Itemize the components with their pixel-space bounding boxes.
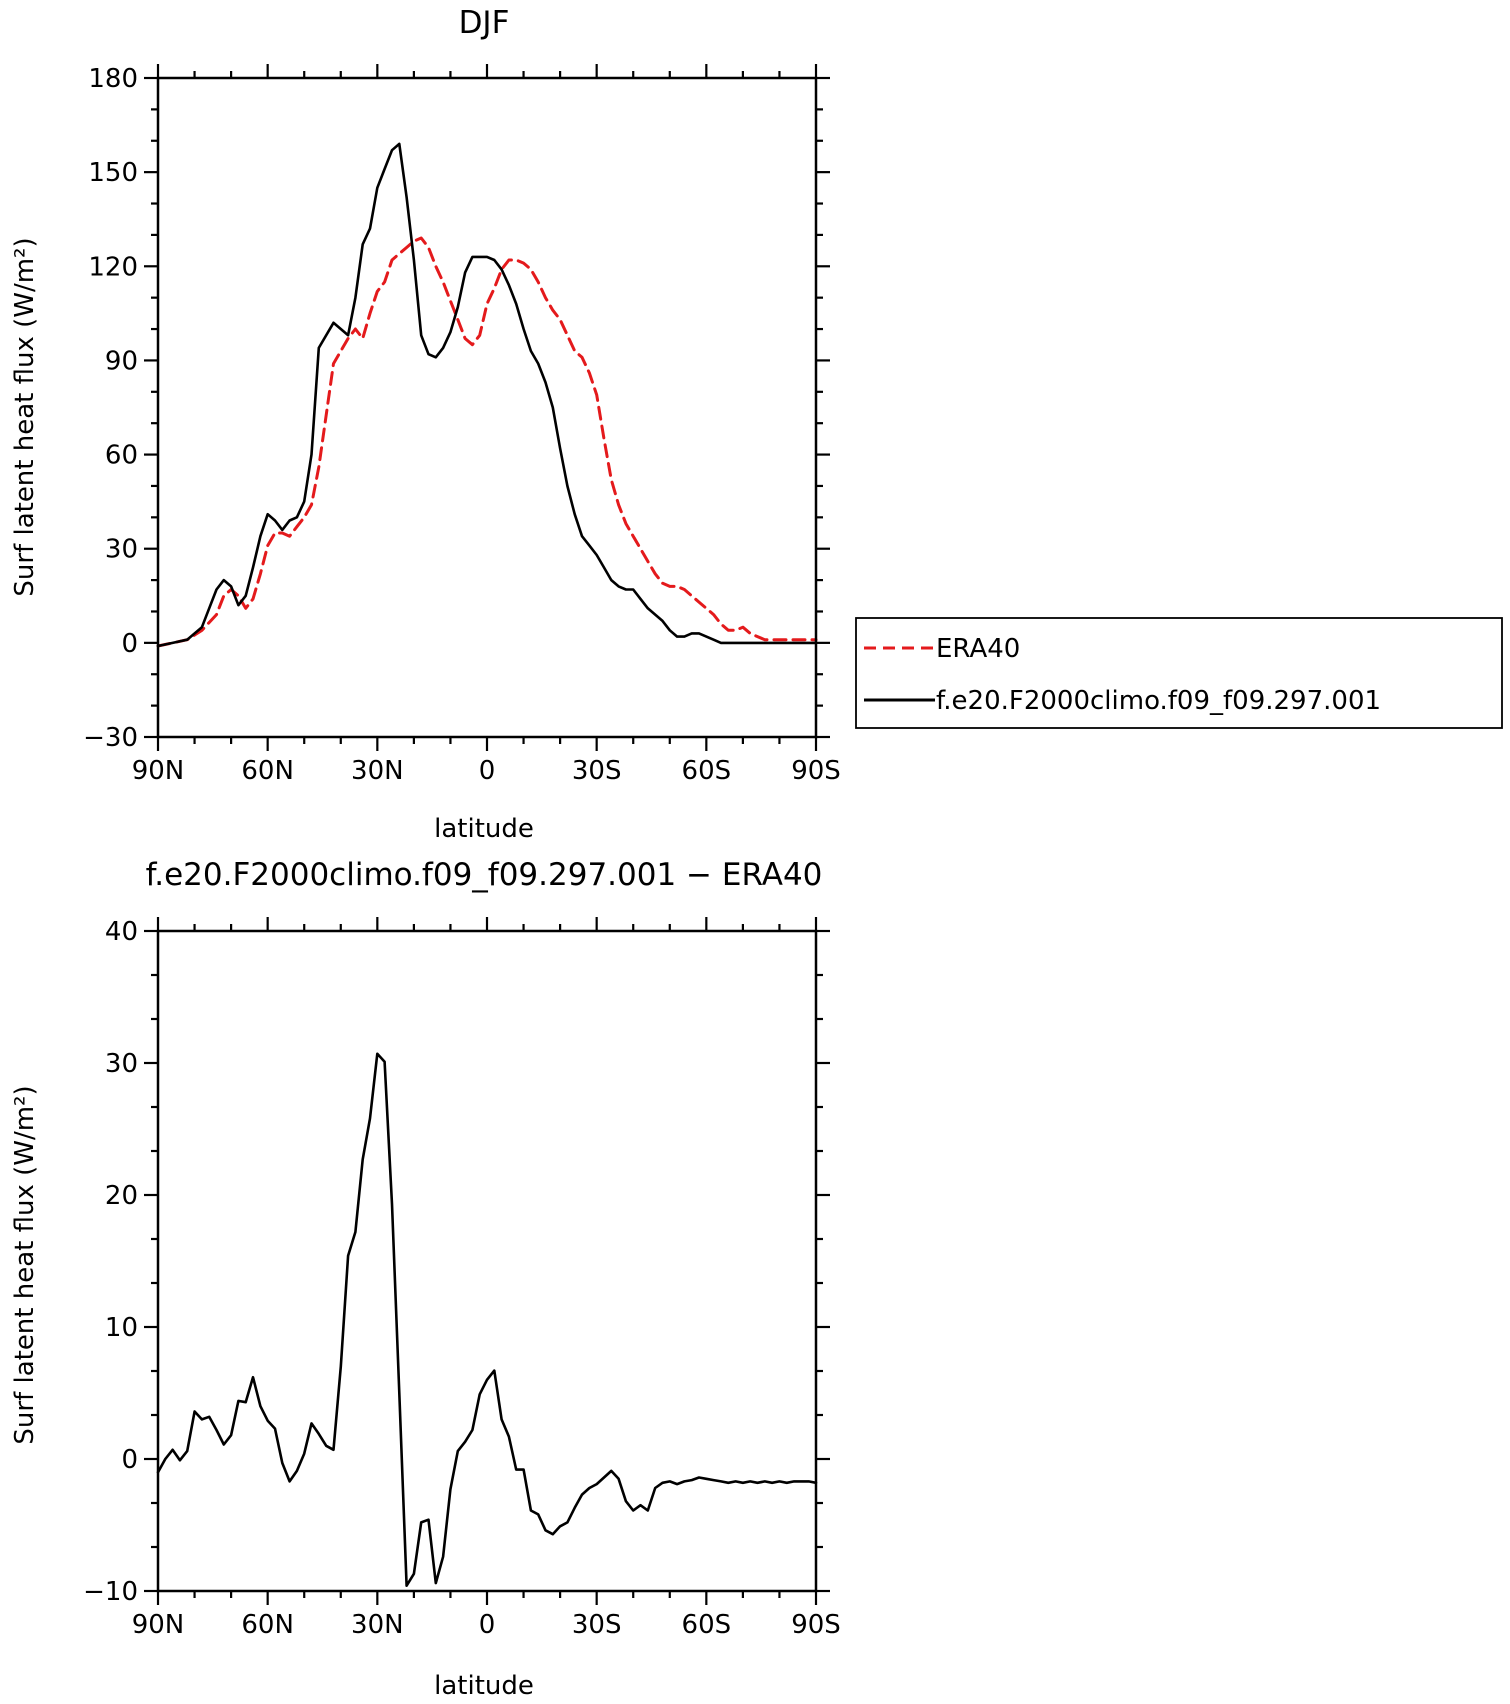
x-tick-label: 60S xyxy=(682,756,732,786)
series-line-1 xyxy=(156,142,818,648)
plot-frame xyxy=(156,929,818,1593)
axis-tick-labels: −10 0 10 20 30 40 90N 60N 30N 0 30S 60S 90S xyxy=(83,917,841,1640)
y-tick-label: 0 xyxy=(121,1445,138,1475)
x-tick-label: 60N xyxy=(241,756,294,786)
x-tick-label: 60N xyxy=(241,1610,294,1640)
chart-title: f.e20.F2000climo.f09_f09.297.001 − ERA40 xyxy=(146,857,823,893)
axis-ticks xyxy=(144,917,830,1605)
x-tick-label: 60S xyxy=(682,1610,732,1640)
legend-box xyxy=(855,617,1503,729)
x-tick-label: 0 xyxy=(479,1610,496,1640)
plot-frame xyxy=(156,76,818,739)
y-tick-label: 60 xyxy=(105,441,138,471)
y-tick-label: 30 xyxy=(105,1049,138,1079)
series-group xyxy=(156,142,818,648)
axis-tick-labels: −30 0 30 60 90 120 150 180 90N 60N 30N 0 30S 60S 90S xyxy=(83,64,841,786)
x-tick-label: 0 xyxy=(479,756,496,786)
legend-label-model: f.e20.F2000climo.f09_f09.297.001 xyxy=(936,686,1381,716)
chart-title: DJF xyxy=(459,5,510,41)
legend-label-era40: ERA40 xyxy=(936,634,1020,664)
x-tick-label: 90S xyxy=(791,1610,841,1640)
y-axis-label: Surf latent heat flux (W/m²) xyxy=(10,237,40,596)
x-tick-label: 90S xyxy=(791,756,841,786)
y-tick-label: −10 xyxy=(83,1577,138,1607)
series-group xyxy=(156,1052,818,1587)
x-tick-label: 90N xyxy=(132,1610,185,1640)
y-tick-label: 150 xyxy=(88,158,138,188)
y-tick-label: 20 xyxy=(105,1181,138,1211)
x-tick-label: 30S xyxy=(572,756,622,786)
series-line-0 xyxy=(156,1052,818,1587)
x-axis-label: latitude xyxy=(434,814,534,844)
x-tick-label: 30S xyxy=(572,1610,622,1640)
top-panel: DJF Surf latent heat flux (W/m²) latitud… xyxy=(10,5,841,844)
axis-ticks xyxy=(144,64,830,751)
x-tick-label: 30N xyxy=(351,1610,404,1640)
x-tick-label: 90N xyxy=(132,756,185,786)
bottom-panel: f.e20.F2000climo.f09_f09.297.001 − ERA40… xyxy=(10,857,841,1701)
y-tick-label: 180 xyxy=(88,64,138,94)
y-tick-label: 120 xyxy=(88,252,138,282)
x-axis-label: latitude xyxy=(434,1671,534,1701)
y-tick-label: 30 xyxy=(105,535,138,565)
y-tick-label: 90 xyxy=(105,346,138,376)
y-tick-label: 10 xyxy=(105,1313,138,1343)
legend: ERA40 f.e20.F2000climo.f09_f09.297.001 xyxy=(855,617,1503,729)
series-line-0 xyxy=(156,236,818,648)
y-tick-label: −30 xyxy=(83,723,138,753)
y-tick-label: 0 xyxy=(121,629,138,659)
y-tick-label: 40 xyxy=(105,917,138,947)
y-axis-label: Surf latent heat flux (W/m²) xyxy=(10,1085,40,1444)
x-tick-label: 30N xyxy=(351,756,404,786)
